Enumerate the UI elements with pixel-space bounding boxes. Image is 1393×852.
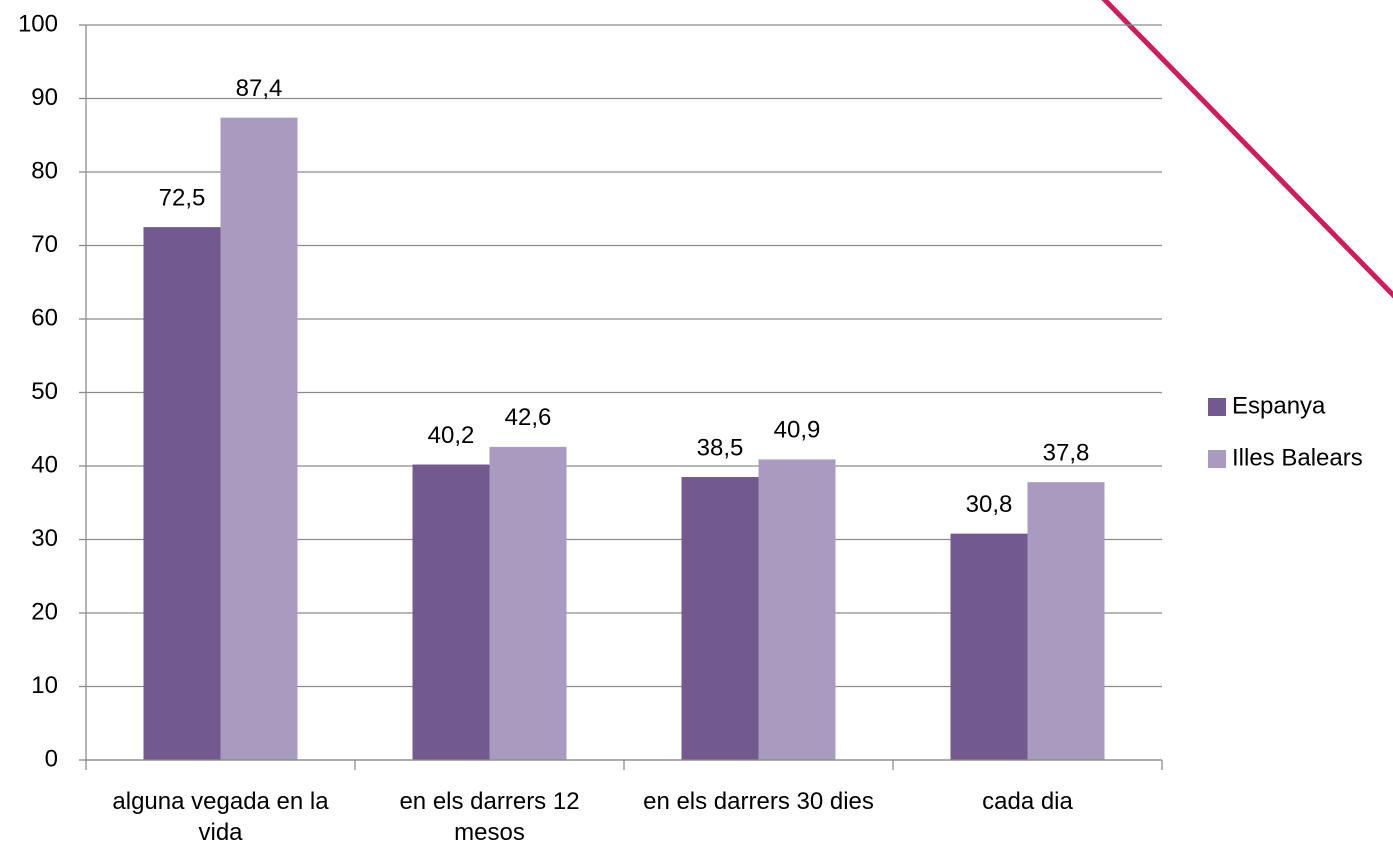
- bar: [758, 459, 836, 760]
- data-label: 42,6: [505, 404, 552, 431]
- data-label: 72,5: [159, 184, 206, 211]
- x-tick-label: en els darrers 30 dies: [643, 788, 874, 815]
- y-tick-label: 80: [31, 157, 58, 184]
- y-tick-label: 100: [18, 10, 58, 37]
- y-tick-label: 40: [31, 451, 58, 478]
- y-tick-label: 0: [45, 745, 58, 772]
- y-tick-label: 20: [31, 598, 58, 625]
- legend-label: Espanya: [1232, 392, 1326, 419]
- legend-swatch: [1208, 450, 1226, 468]
- x-tick-label: en els darrers 12 mesos: [399, 788, 580, 846]
- data-label: 38,5: [697, 434, 744, 461]
- y-tick-label: 50: [31, 378, 58, 405]
- bar: [412, 464, 490, 760]
- data-label: 87,4: [236, 75, 283, 102]
- bar: [950, 533, 1028, 760]
- y-tick-label: 60: [31, 304, 58, 331]
- bar: [1027, 482, 1105, 760]
- y-tick-label: 10: [31, 672, 58, 699]
- data-label: 37,8: [1043, 440, 1090, 467]
- data-label: 40,9: [774, 417, 821, 444]
- bar: [220, 117, 298, 761]
- y-tick-label: 70: [31, 231, 58, 258]
- legend-swatch: [1208, 398, 1226, 416]
- y-tick-label: 30: [31, 525, 58, 552]
- legend-label: Illes Balears: [1232, 444, 1363, 471]
- data-label: 40,2: [428, 422, 475, 449]
- decoration-line: [1101, 0, 1393, 299]
- y-tick-label: 90: [31, 84, 58, 111]
- x-tick-label: cada dia: [982, 788, 1073, 815]
- x-tick-label: alguna vegada en la vida: [112, 788, 329, 846]
- bar: [489, 446, 567, 760]
- bar: [681, 477, 759, 760]
- bar: [143, 227, 221, 760]
- data-label: 30,8: [966, 491, 1013, 518]
